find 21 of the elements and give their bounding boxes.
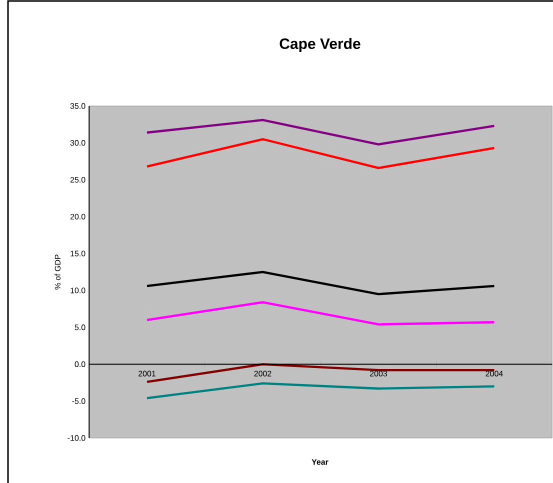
x-tick-label: 2001 [138, 370, 156, 376]
line-series [146, 118, 496, 146]
y-tick-label: -5.0 [72, 398, 86, 404]
y-tick-label: 30.0 [70, 140, 86, 146]
x-axis-title: Year [312, 459, 328, 465]
y-tick-label: 15.0 [70, 250, 86, 256]
y-axis-title: % of GDP [54, 254, 60, 290]
line-series [146, 301, 496, 326]
line-series [146, 138, 496, 170]
y-tick-label: 10.0 [70, 288, 86, 294]
y-tick-label: 35.0 [70, 103, 86, 109]
chart-title: Cape Verde [280, 38, 360, 52]
y-tick-label: -10.0 [68, 435, 86, 441]
y-tick-label: 20.0 [70, 214, 86, 220]
y-tick-label: 25.0 [70, 176, 86, 183]
x-tick-label: 2004 [486, 370, 503, 376]
line-series [146, 382, 496, 400]
y-tick-label: 0.0 [74, 361, 86, 368]
y-tick-label: 5.0 [74, 324, 86, 330]
x-tick-label: 2003 [370, 370, 388, 376]
x-tick-label: 2002 [254, 370, 272, 376]
